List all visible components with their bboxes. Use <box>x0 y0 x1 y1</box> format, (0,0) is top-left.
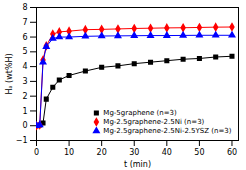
svg-text:t (min): t (min) <box>124 160 151 169</box>
svg-text:2: 2 <box>22 92 27 101</box>
svg-text:40: 40 <box>162 148 172 157</box>
svg-text:0: 0 <box>34 148 39 157</box>
svg-text:6: 6 <box>22 33 27 42</box>
svg-text:0: 0 <box>22 121 27 130</box>
svg-text:1: 1 <box>22 107 27 116</box>
svg-text:10: 10 <box>64 148 74 157</box>
svg-text:4: 4 <box>22 62 27 71</box>
svg-text:50: 50 <box>194 148 204 157</box>
svg-text:20: 20 <box>97 148 107 157</box>
svg-text:60: 60 <box>227 148 237 157</box>
svg-text:30: 30 <box>129 148 139 157</box>
svg-text:Mg-2.5graphene-2.5Ni (n=3): Mg-2.5graphene-2.5Ni (n=3) <box>103 118 204 126</box>
svg-text:5: 5 <box>22 47 27 56</box>
svg-text:7: 7 <box>22 18 27 27</box>
svg-text:8: 8 <box>22 3 27 12</box>
svg-text:Mg-2.5graphene-2.5Ni-2.5YSZ (n: Mg-2.5graphene-2.5Ni-2.5YSZ (n=3) <box>103 127 231 135</box>
svg-text:Mg-5graphene (n=3): Mg-5graphene (n=3) <box>103 109 177 117</box>
svg-text:Hₐ (wt%H): Hₐ (wt%H) <box>5 53 14 94</box>
svg-text:3: 3 <box>22 77 27 86</box>
svg-text:−1: −1 <box>16 136 28 145</box>
